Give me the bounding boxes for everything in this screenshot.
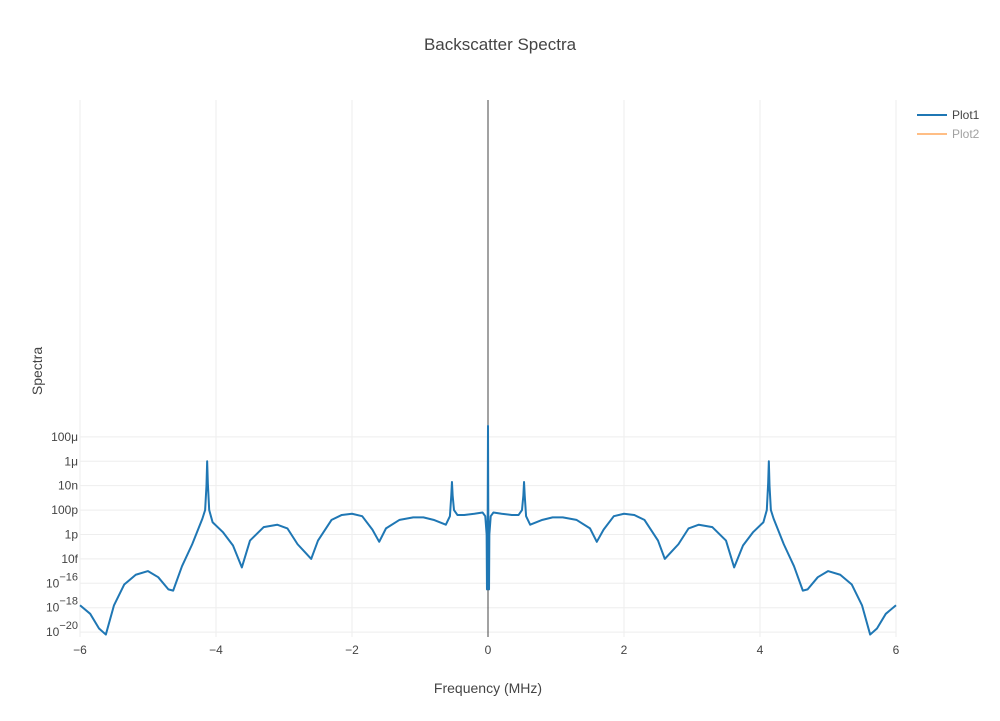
y-axis-title: Spectra: [29, 347, 45, 395]
x-tick-label: −6: [73, 643, 87, 657]
x-tick-label: 0: [485, 643, 492, 657]
legend: Plot1 Plot2: [917, 108, 980, 141]
legend-item-plot2[interactable]: Plot2: [917, 127, 980, 141]
legend-label-plot1: Plot1: [952, 108, 980, 122]
series-line-plot1: [79, 424, 897, 636]
series-layer: [79, 424, 897, 636]
y-tick-label: 10n: [58, 479, 78, 493]
legend-item-plot1[interactable]: Plot1: [917, 108, 980, 122]
x-axis-title: Frequency (MHz): [434, 680, 542, 696]
y-tick-label: 10f: [61, 552, 78, 566]
x-tick-labels: −6 −4 −2 0 2 4 6: [73, 643, 900, 657]
y-tick-label: 10−16: [46, 571, 78, 590]
x-tick-label: −2: [345, 643, 359, 657]
y-tick-label: 10−20: [46, 620, 78, 639]
y-tick-label: 100p: [51, 503, 78, 517]
x-tick-label: 4: [757, 643, 764, 657]
x-tick-label: 2: [621, 643, 628, 657]
x-tick-label: −4: [209, 643, 223, 657]
y-tick-label: 1p: [65, 527, 79, 541]
legend-label-plot2: Plot2: [952, 127, 980, 141]
y-tick-label: 100μ: [51, 430, 78, 444]
y-tick-labels: 10−20 10−18 10−16 10f 1p 100p 10n 1μ 100μ: [46, 430, 79, 639]
x-tick-label: 6: [893, 643, 900, 657]
y-tick-label: 1μ: [64, 454, 78, 468]
chart-title: Backscatter Spectra: [424, 35, 577, 54]
y-tick-label: 10−18: [46, 596, 78, 615]
